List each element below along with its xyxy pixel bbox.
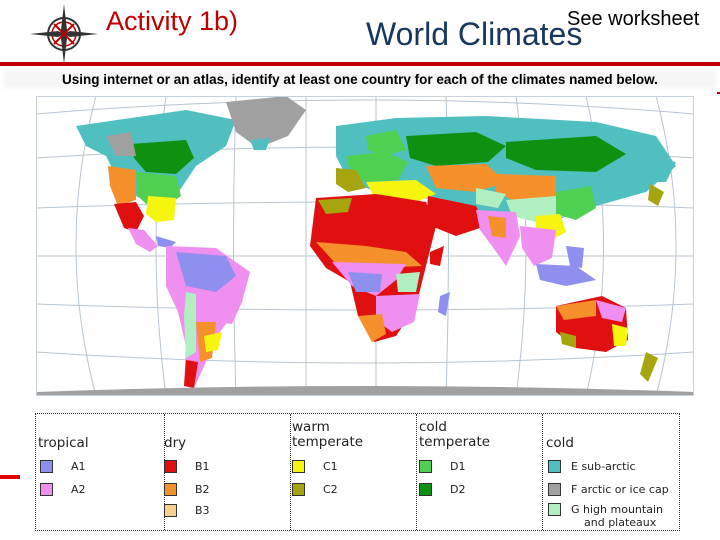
swatch-a2 <box>40 483 53 496</box>
australia <box>556 296 658 382</box>
legend-heading-cold: cold <box>546 435 575 451</box>
swatch-f <box>548 483 561 496</box>
legend-heading-cold-temperate: cold temperate <box>419 420 490 450</box>
legend-code: F arctic or ice cap <box>571 483 669 496</box>
legend-code: G high mountain <box>571 503 663 516</box>
swatch-c1 <box>292 460 305 473</box>
climate-legend: tropical A1 A2 dry B1 B2 B3 warm tempera… <box>35 413 680 531</box>
legend-heading-warm-temperate: warm temperate <box>292 420 363 450</box>
swatch-b1 <box>164 460 177 473</box>
greenland <box>226 96 306 148</box>
africa <box>310 194 450 342</box>
legend-code: D2 <box>450 483 466 496</box>
swatch-b3 <box>164 504 177 517</box>
legend-heading-dry: dry <box>164 435 187 451</box>
heading-line: cold <box>419 419 448 435</box>
legend-code: C1 <box>323 460 338 473</box>
climate-map <box>36 96 694 396</box>
heading-line: warm <box>292 419 330 435</box>
legend-code-line2: and plateaux <box>584 516 657 529</box>
swatch-e <box>548 460 561 473</box>
legend-code: A1 <box>71 460 86 473</box>
north-america <box>76 110 236 252</box>
legend-item-d1: D1 <box>419 460 465 473</box>
legend-item-c2: C2 <box>292 483 338 496</box>
eurasia <box>336 116 676 286</box>
swatch-a1 <box>40 460 53 473</box>
worksheet-note: See worksheet <box>567 8 700 30</box>
legend-heading-tropical: tropical <box>38 435 89 451</box>
legend-item-g: G high mountain <box>548 503 663 516</box>
swatch-b2 <box>164 483 177 496</box>
south-america <box>166 246 250 388</box>
legend-code: A2 <box>71 483 86 496</box>
legend-divider <box>542 414 543 530</box>
legend-divider <box>290 414 291 530</box>
compass-icon <box>30 4 98 64</box>
swatch-d2 <box>419 483 432 496</box>
swatch-g <box>548 503 561 516</box>
legend-item-b2: B2 <box>164 483 210 496</box>
activity-label: Activity 1b) <box>106 6 239 36</box>
legend-item-c1: C1 <box>292 460 338 473</box>
page-title: World Climates <box>366 16 583 52</box>
antarctica <box>36 386 694 396</box>
heading-line: temperate <box>292 434 364 450</box>
legend-code: B3 <box>195 504 210 517</box>
legend-item-b1: B1 <box>164 460 210 473</box>
legend-item-f: F arctic or ice cap <box>548 483 669 496</box>
legend-code: D1 <box>450 460 466 473</box>
legend-item-a1: A1 <box>40 460 86 473</box>
legend-item-d2: D2 <box>419 483 465 496</box>
heading-line: temperate <box>419 434 491 450</box>
legend-code: B1 <box>195 460 210 473</box>
legend-item-a2: A2 <box>40 483 86 496</box>
legend-code: B2 <box>195 483 210 496</box>
legend-code: E sub-arctic <box>571 460 636 473</box>
header-divider <box>0 62 720 66</box>
swatch-c2 <box>292 483 305 496</box>
legend-divider <box>416 414 417 530</box>
swatch-d1 <box>419 460 432 473</box>
legend-code: C2 <box>323 483 338 496</box>
legend-item-e: E sub-arctic <box>548 460 636 473</box>
legend-item-b3: B3 <box>164 504 210 517</box>
instruction-banner: Using internet or an atlas, identify at … <box>0 66 720 92</box>
edge-mark <box>0 475 20 479</box>
